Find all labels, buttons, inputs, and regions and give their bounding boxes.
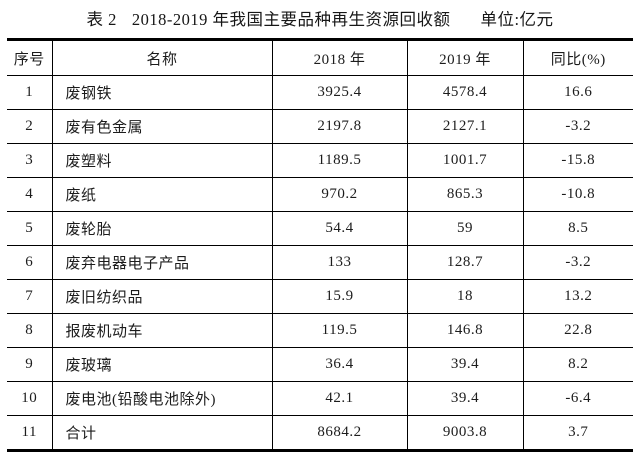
table-body: 1 废钢铁 3925.4 4578.4 16.6 2 废有色金属 2197.8 2127.1 -3… — [7, 75, 633, 451]
row-index-cell: 2 — [7, 109, 53, 144]
yoy-cell: 16.6 — [522, 75, 633, 110]
value-2019-cell: 865.3 — [406, 177, 524, 212]
table-row: 1 废钢铁 3925.4 4578.4 16.6 — [7, 75, 633, 110]
name-cell: 废弃电器电子产品 — [51, 245, 273, 280]
yoy-cell: 22.8 — [522, 313, 633, 348]
yoy-cell: -6.4 — [522, 381, 633, 416]
value-2018-cell: 1189.5 — [271, 143, 408, 178]
name-cell: 废轮胎 — [51, 211, 273, 246]
column-header-yoy: 同比(%) — [522, 39, 633, 76]
column-header-index: 序号 — [7, 39, 53, 76]
table-caption-title: 2018-2019 年我国主要品种再生资源回收额 — [131, 10, 451, 29]
yoy-cell: -15.8 — [522, 143, 633, 178]
table-caption-unit: 单位:亿元 — [480, 10, 554, 29]
value-2018-cell: 133 — [271, 245, 408, 280]
table-row: 6 废弃电器电子产品 133 128.7 -3.2 — [7, 245, 633, 280]
name-cell: 废旧纺织品 — [51, 279, 273, 314]
yoy-cell: 8.5 — [522, 211, 633, 246]
row-index-cell: 10 — [7, 381, 53, 416]
value-2019-cell: 128.7 — [406, 245, 524, 280]
table-caption: 表 2 2018-2019 年我国主要品种再生资源回收额 单位:亿元 — [0, 6, 640, 30]
name-cell: 废玻璃 — [51, 347, 273, 382]
yoy-cell: -3.2 — [522, 109, 633, 144]
column-header-2018: 2018 年 — [271, 39, 408, 76]
value-2018-cell: 54.4 — [271, 211, 408, 246]
row-index-cell: 3 — [7, 143, 53, 178]
name-cell: 废电池(铅酸电池除外) — [51, 381, 273, 416]
value-2018-cell: 2197.8 — [271, 109, 408, 144]
row-index-cell: 9 — [7, 347, 53, 382]
table-row: 3 废塑料 1189.5 1001.7 -15.8 — [7, 143, 633, 178]
table-row: 8 报废机动车 119.5 146.8 22.8 — [7, 313, 633, 348]
yoy-cell: -3.2 — [522, 245, 633, 280]
name-cell: 合计 — [51, 415, 273, 451]
yoy-cell: 13.2 — [522, 279, 633, 314]
value-2019-cell: 2127.1 — [406, 109, 524, 144]
column-header-2019: 2019 年 — [406, 39, 524, 76]
value-2019-cell: 59 — [406, 211, 524, 246]
table-row: 7 废旧纺织品 15.9 18 13.2 — [7, 279, 633, 314]
value-2018-cell: 119.5 — [271, 313, 408, 348]
row-index-cell: 1 — [7, 75, 53, 110]
value-2018-cell: 8684.2 — [271, 415, 408, 451]
name-cell: 报废机动车 — [51, 313, 273, 348]
column-header-name: 名称 — [51, 39, 273, 76]
value-2018-cell: 42.1 — [271, 381, 408, 416]
row-index-cell: 6 — [7, 245, 53, 280]
name-cell: 废塑料 — [51, 143, 273, 178]
name-cell: 废纸 — [51, 177, 273, 212]
yoy-cell: -10.8 — [522, 177, 633, 212]
yoy-cell: 8.2 — [522, 347, 633, 382]
table-header-row: 序号 名称 2018 年 2019 年 同比(%) — [7, 39, 633, 76]
value-2019-cell: 146.8 — [406, 313, 524, 348]
value-2018-cell: 15.9 — [271, 279, 408, 314]
row-index-cell: 11 — [7, 415, 53, 451]
row-index-cell: 8 — [7, 313, 53, 348]
value-2018-cell: 970.2 — [271, 177, 408, 212]
recycling-value-table: 序号 名称 2018 年 2019 年 同比(%) 1 废钢铁 3925.4 4578… — [7, 38, 633, 452]
value-2019-cell: 4578.4 — [406, 75, 524, 110]
table-caption-label: 表 2 — [86, 10, 117, 29]
name-cell: 废有色金属 — [51, 109, 273, 144]
table-row: 2 废有色金属 2197.8 2127.1 -3.2 — [7, 109, 633, 144]
value-2019-cell: 9003.8 — [406, 415, 524, 451]
table-row: 5 废轮胎 54.4 59 8.5 — [7, 211, 633, 246]
row-index-cell: 5 — [7, 211, 53, 246]
table-row: 11 合计 8684.2 9003.8 3.7 — [7, 415, 633, 451]
value-2019-cell: 18 — [406, 279, 524, 314]
yoy-cell: 3.7 — [522, 415, 633, 451]
table-row: 10 废电池(铅酸电池除外) 42.1 39.4 -6.4 — [7, 381, 633, 416]
value-2019-cell: 39.4 — [406, 347, 524, 382]
table-row: 4 废纸 970.2 865.3 -10.8 — [7, 177, 633, 212]
value-2019-cell: 1001.7 — [406, 143, 524, 178]
row-index-cell: 4 — [7, 177, 53, 212]
value-2018-cell: 3925.4 — [271, 75, 408, 110]
row-index-cell: 7 — [7, 279, 53, 314]
value-2019-cell: 39.4 — [406, 381, 524, 416]
name-cell: 废钢铁 — [51, 75, 273, 110]
table-header: 序号 名称 2018 年 2019 年 同比(%) — [7, 39, 633, 76]
table-row: 9 废玻璃 36.4 39.4 8.2 — [7, 347, 633, 382]
value-2018-cell: 36.4 — [271, 347, 408, 382]
